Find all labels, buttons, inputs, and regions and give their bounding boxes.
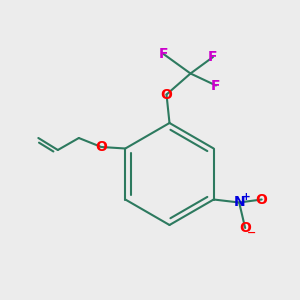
- Text: O: O: [160, 88, 172, 101]
- Text: F: F: [159, 47, 168, 61]
- Text: −: −: [247, 228, 256, 238]
- Text: N: N: [233, 196, 245, 209]
- Text: F: F: [208, 50, 218, 64]
- Text: O: O: [95, 140, 107, 154]
- Text: O: O: [256, 193, 268, 206]
- Text: F: F: [211, 79, 221, 92]
- Text: +: +: [242, 192, 250, 202]
- Text: O: O: [239, 221, 251, 235]
